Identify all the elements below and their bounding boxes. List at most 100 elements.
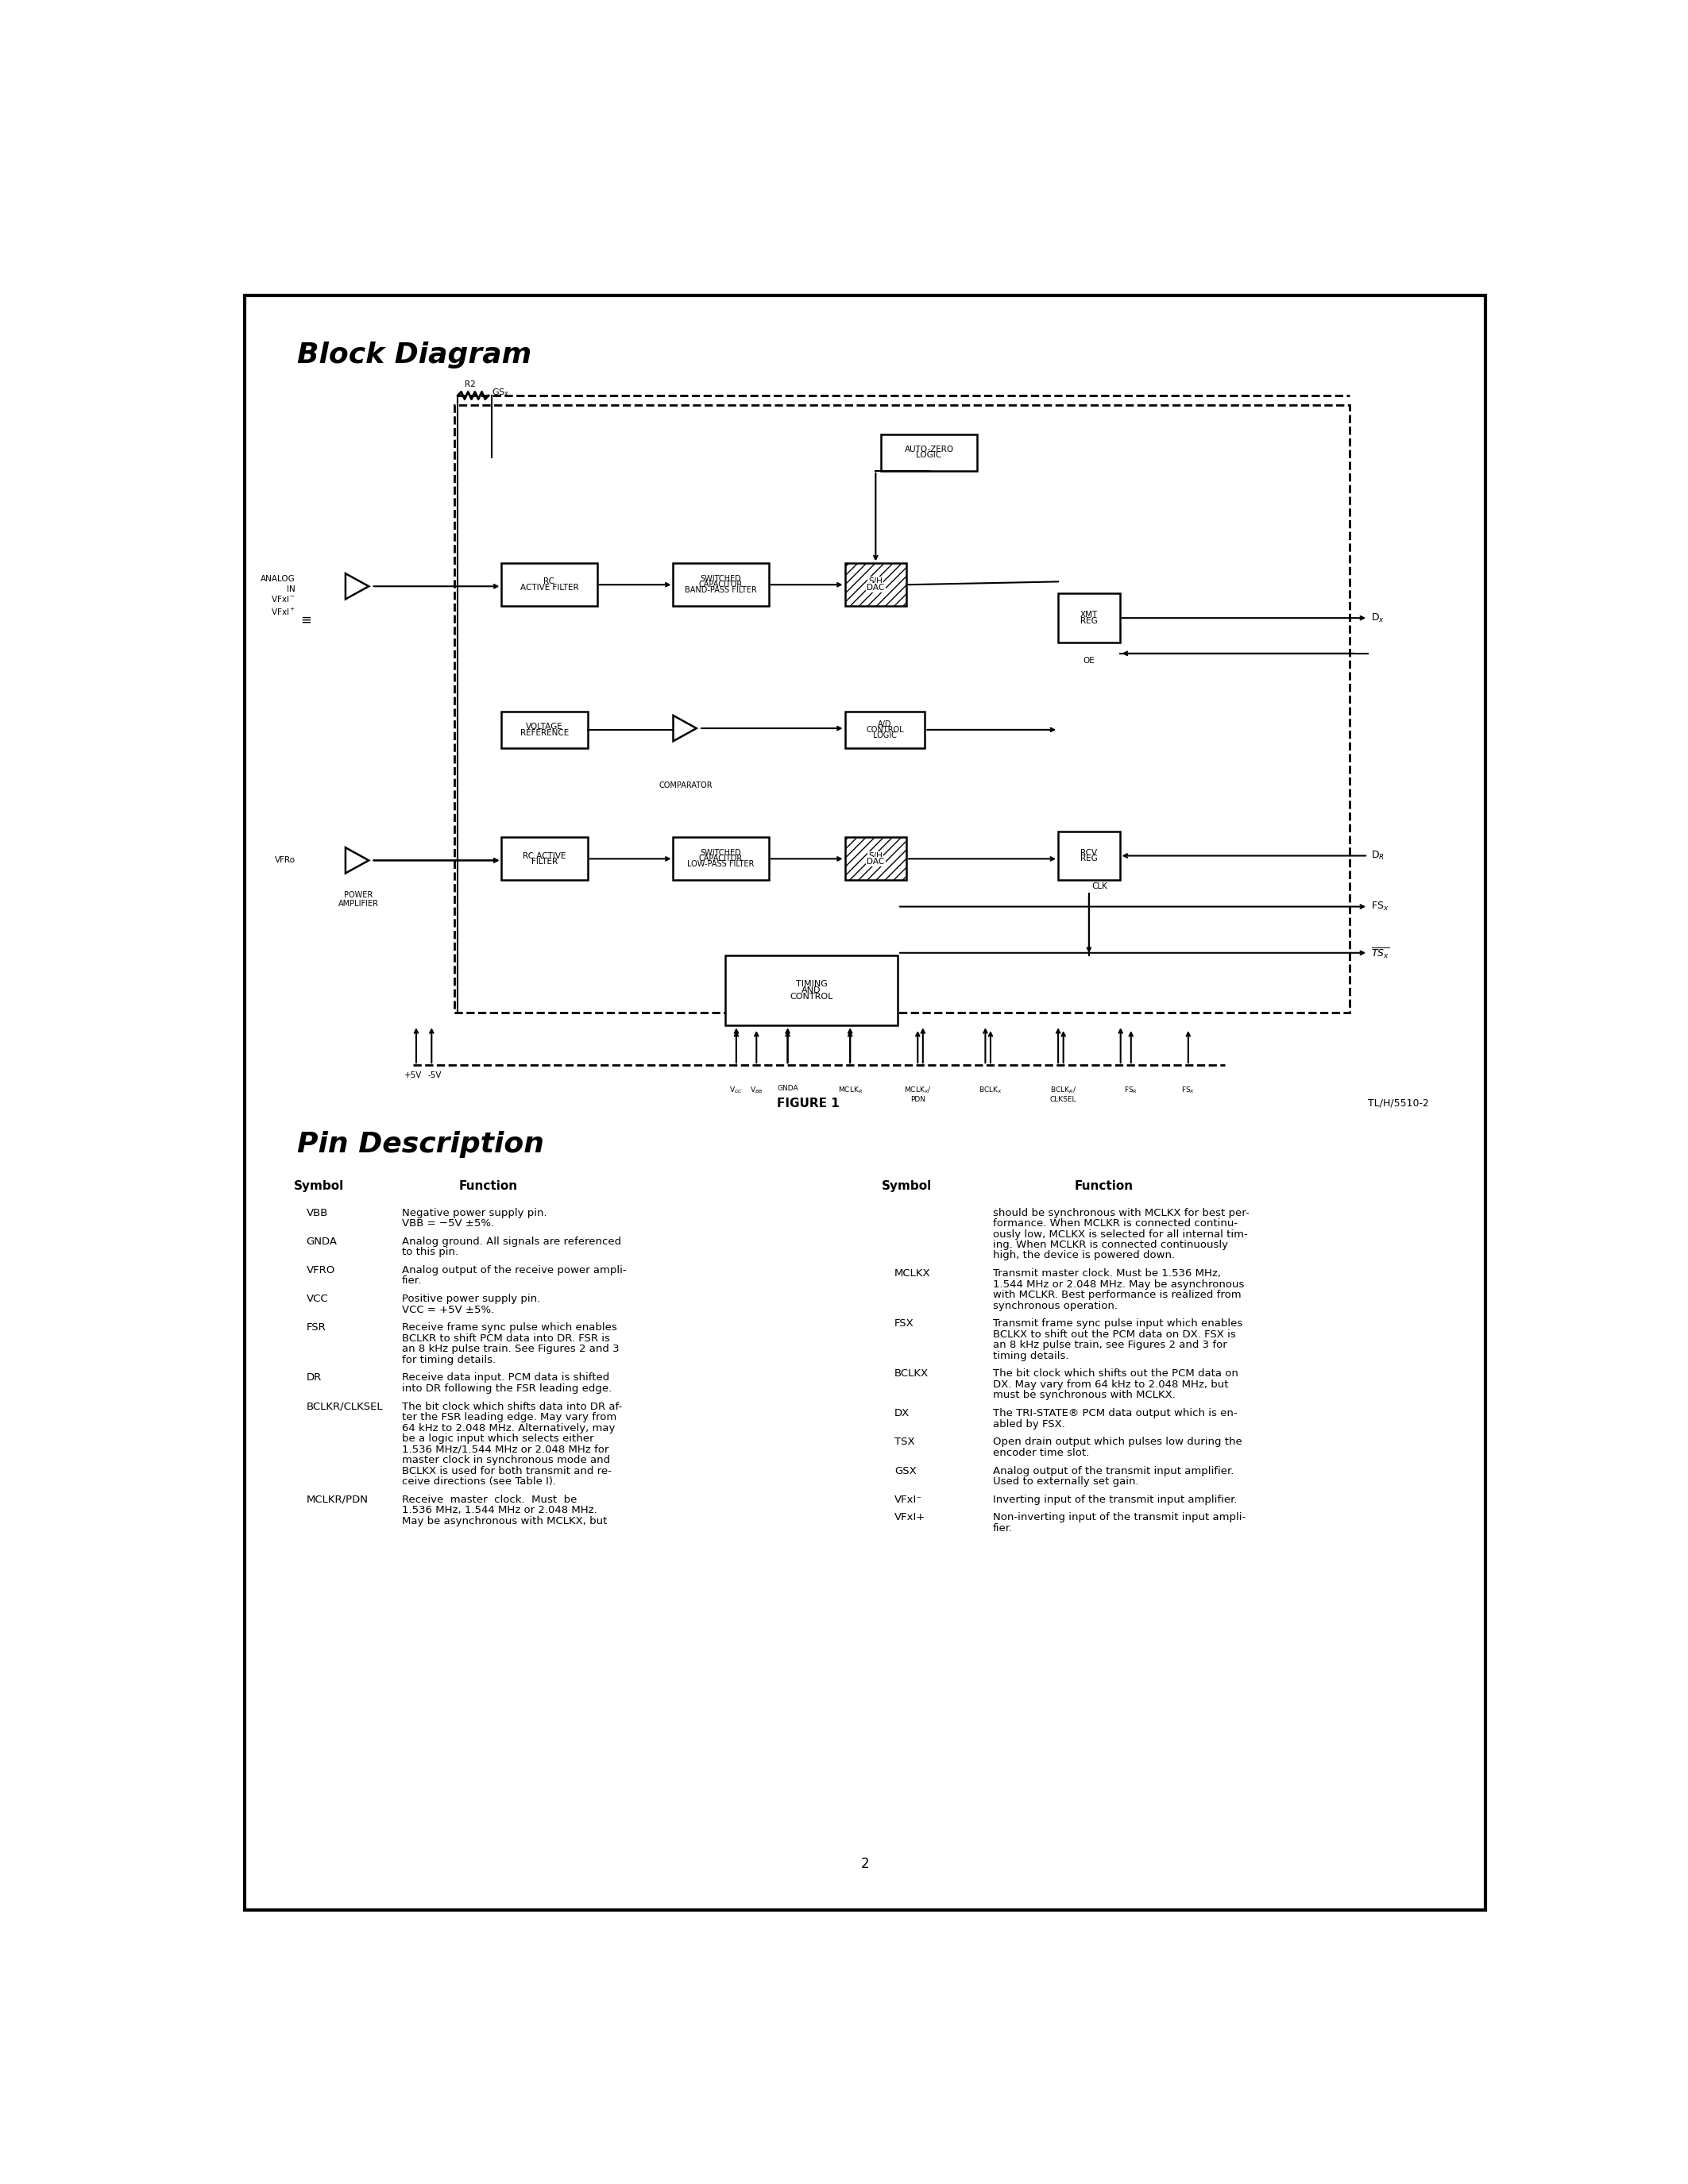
Text: REG: REG <box>1080 854 1097 863</box>
Text: Function: Function <box>1074 1179 1133 1192</box>
Text: an 8 kHz pulse train, see Figures 2 and 3 for: an 8 kHz pulse train, see Figures 2 and … <box>993 1341 1227 1350</box>
Text: TL/H/5510-2: TL/H/5510-2 <box>1367 1099 1430 1107</box>
Text: A/D: A/D <box>878 721 891 727</box>
Text: The bit clock which shifts data into DR af-: The bit clock which shifts data into DR … <box>402 1402 623 1411</box>
Text: to this pin.: to this pin. <box>402 1247 459 1258</box>
Text: Inverting input of the transmit input amplifier.: Inverting input of the transmit input am… <box>993 1494 1237 1505</box>
Text: VFRo: VFRo <box>275 856 295 865</box>
Text: RC ACTIVE: RC ACTIVE <box>523 852 565 860</box>
Text: OE: OE <box>1084 657 1096 664</box>
Text: COMPARATOR: COMPARATOR <box>660 782 712 788</box>
Text: BCLK$_X$: BCLK$_X$ <box>979 1085 1003 1094</box>
Text: D$_x$: D$_x$ <box>1371 612 1384 625</box>
Text: VBB = −5V ±5%.: VBB = −5V ±5%. <box>402 1219 495 1230</box>
Text: Block Diagram: Block Diagram <box>297 341 532 369</box>
Text: Pin Description: Pin Description <box>297 1131 544 1158</box>
Text: CONTROL: CONTROL <box>790 994 832 1000</box>
Bar <box>454 404 1349 1013</box>
Text: MCLK$_X$/
PDN: MCLK$_X$/ PDN <box>905 1085 932 1103</box>
Text: Analog output of the transmit input amplifier.: Analog output of the transmit input ampl… <box>993 1465 1234 1476</box>
Text: synchronous operation.: synchronous operation. <box>993 1299 1117 1310</box>
Text: CONTROL: CONTROL <box>866 725 903 734</box>
Text: ANALOG: ANALOG <box>262 574 295 583</box>
Text: BCLKX to shift out the PCM data on DX. FSX is: BCLKX to shift out the PCM data on DX. F… <box>993 1330 1236 1339</box>
Text: VFRO: VFRO <box>307 1265 336 1275</box>
Text: timing details.: timing details. <box>993 1350 1069 1361</box>
Text: Function: Function <box>459 1179 518 1192</box>
Text: Used to externally set gain.: Used to externally set gain. <box>993 1476 1139 1487</box>
Text: for timing details.: for timing details. <box>402 1354 496 1365</box>
Text: SWITCHED: SWITCHED <box>701 574 741 583</box>
Text: IN: IN <box>287 585 295 594</box>
Text: S/H: S/H <box>869 579 883 585</box>
Text: VFxI$^+$: VFxI$^+$ <box>270 607 295 618</box>
Text: ceive directions (see Table I).: ceive directions (see Table I). <box>402 1476 555 1487</box>
Text: RC: RC <box>544 579 555 585</box>
Text: The bit clock which shifts out the PCM data on: The bit clock which shifts out the PCM d… <box>993 1369 1239 1378</box>
Text: SWITCHED: SWITCHED <box>701 850 741 856</box>
Text: VFxI⁻: VFxI⁻ <box>895 1494 922 1505</box>
Text: LOGIC: LOGIC <box>917 452 942 459</box>
Bar <box>501 712 587 749</box>
Text: Receive frame sync pulse which enables: Receive frame sync pulse which enables <box>402 1324 616 1332</box>
Bar <box>674 836 768 880</box>
Text: ously low, MCLKX is selected for all internal tim-: ously low, MCLKX is selected for all int… <box>993 1230 1247 1238</box>
Text: into DR following the FSR leading edge.: into DR following the FSR leading edge. <box>402 1382 611 1393</box>
Text: The TRI-STATE® PCM data output which is en-: The TRI-STATE® PCM data output which is … <box>993 1409 1237 1420</box>
Text: VBB: VBB <box>307 1208 327 1219</box>
Text: D$_R$: D$_R$ <box>1371 850 1384 863</box>
Text: BCLKX: BCLKX <box>895 1369 928 1378</box>
Text: REFERENCE: REFERENCE <box>520 729 569 736</box>
Bar <box>726 954 898 1026</box>
Text: VCC: VCC <box>307 1293 329 1304</box>
Bar <box>501 836 587 880</box>
Text: CAPACITOR: CAPACITOR <box>699 581 743 590</box>
Text: VOLTAGE: VOLTAGE <box>527 723 564 732</box>
Text: fier.: fier. <box>993 1522 1013 1533</box>
Text: V$_{CC}$: V$_{CC}$ <box>729 1085 743 1094</box>
Text: DAC: DAC <box>868 583 885 592</box>
Text: LOW-PASS FILTER: LOW-PASS FILTER <box>687 860 755 869</box>
Text: encoder time slot.: encoder time slot. <box>993 1448 1089 1459</box>
Bar <box>501 563 598 607</box>
Text: DAC: DAC <box>868 858 885 865</box>
Text: Negative power supply pin.: Negative power supply pin. <box>402 1208 547 1219</box>
Text: FS$_x$: FS$_x$ <box>1371 900 1389 913</box>
Bar <box>846 836 906 880</box>
Bar <box>1058 832 1119 880</box>
Text: ACTIVE FILTER: ACTIVE FILTER <box>520 583 579 592</box>
Text: MCLK$_R$: MCLK$_R$ <box>837 1085 863 1094</box>
Text: AUTO-ZERO: AUTO-ZERO <box>905 446 954 454</box>
Text: TSX: TSX <box>895 1437 915 1448</box>
Text: RCV: RCV <box>1080 850 1097 856</box>
Text: S/H: S/H <box>869 852 883 860</box>
Text: GS$_x$: GS$_x$ <box>491 387 510 397</box>
Text: POWER
AMPLIFIER: POWER AMPLIFIER <box>338 891 378 909</box>
Bar <box>846 712 925 749</box>
Text: 1.536 MHz, 1.544 MHz or 2.048 MHz.: 1.536 MHz, 1.544 MHz or 2.048 MHz. <box>402 1505 598 1516</box>
Text: high, the device is powered down.: high, the device is powered down. <box>993 1251 1175 1260</box>
Text: formance. When MCLKR is connected continu-: formance. When MCLKR is connected contin… <box>993 1219 1237 1230</box>
Text: Receive data input. PCM data is shifted: Receive data input. PCM data is shifted <box>402 1374 609 1382</box>
Bar <box>674 563 768 607</box>
Text: BCLK$_R$/
CLKSEL: BCLK$_R$/ CLKSEL <box>1050 1085 1077 1103</box>
Text: ter the FSR leading edge. May vary from: ter the FSR leading edge. May vary from <box>402 1413 616 1422</box>
Text: +5V: +5V <box>403 1070 422 1079</box>
Text: master clock in synchronous mode and: master clock in synchronous mode and <box>402 1455 609 1465</box>
Text: FIGURE 1: FIGURE 1 <box>776 1099 839 1109</box>
Text: May be asynchronous with MCLKX, but: May be asynchronous with MCLKX, but <box>402 1516 608 1527</box>
Text: Non-inverting input of the transmit input ampli-: Non-inverting input of the transmit inpu… <box>993 1514 1246 1522</box>
Bar <box>881 435 977 472</box>
Text: FS$_X$: FS$_X$ <box>1182 1085 1195 1094</box>
Text: LOGIC: LOGIC <box>873 732 896 740</box>
Text: GNDA: GNDA <box>776 1085 798 1092</box>
Text: should be synchronous with MCLKX for best per-: should be synchronous with MCLKX for bes… <box>993 1208 1249 1219</box>
Text: an 8 kHz pulse train. See Figures 2 and 3: an 8 kHz pulse train. See Figures 2 and … <box>402 1343 619 1354</box>
Text: TIMING: TIMING <box>795 981 827 987</box>
Text: AND: AND <box>802 987 820 994</box>
Text: Transmit frame sync pulse input which enables: Transmit frame sync pulse input which en… <box>993 1319 1242 1328</box>
Text: VFxI+: VFxI+ <box>895 1514 925 1522</box>
Text: DR: DR <box>307 1374 322 1382</box>
Text: Transmit master clock. Must be 1.536 MHz,: Transmit master clock. Must be 1.536 MHz… <box>993 1269 1220 1280</box>
Text: FILTER: FILTER <box>532 858 557 865</box>
